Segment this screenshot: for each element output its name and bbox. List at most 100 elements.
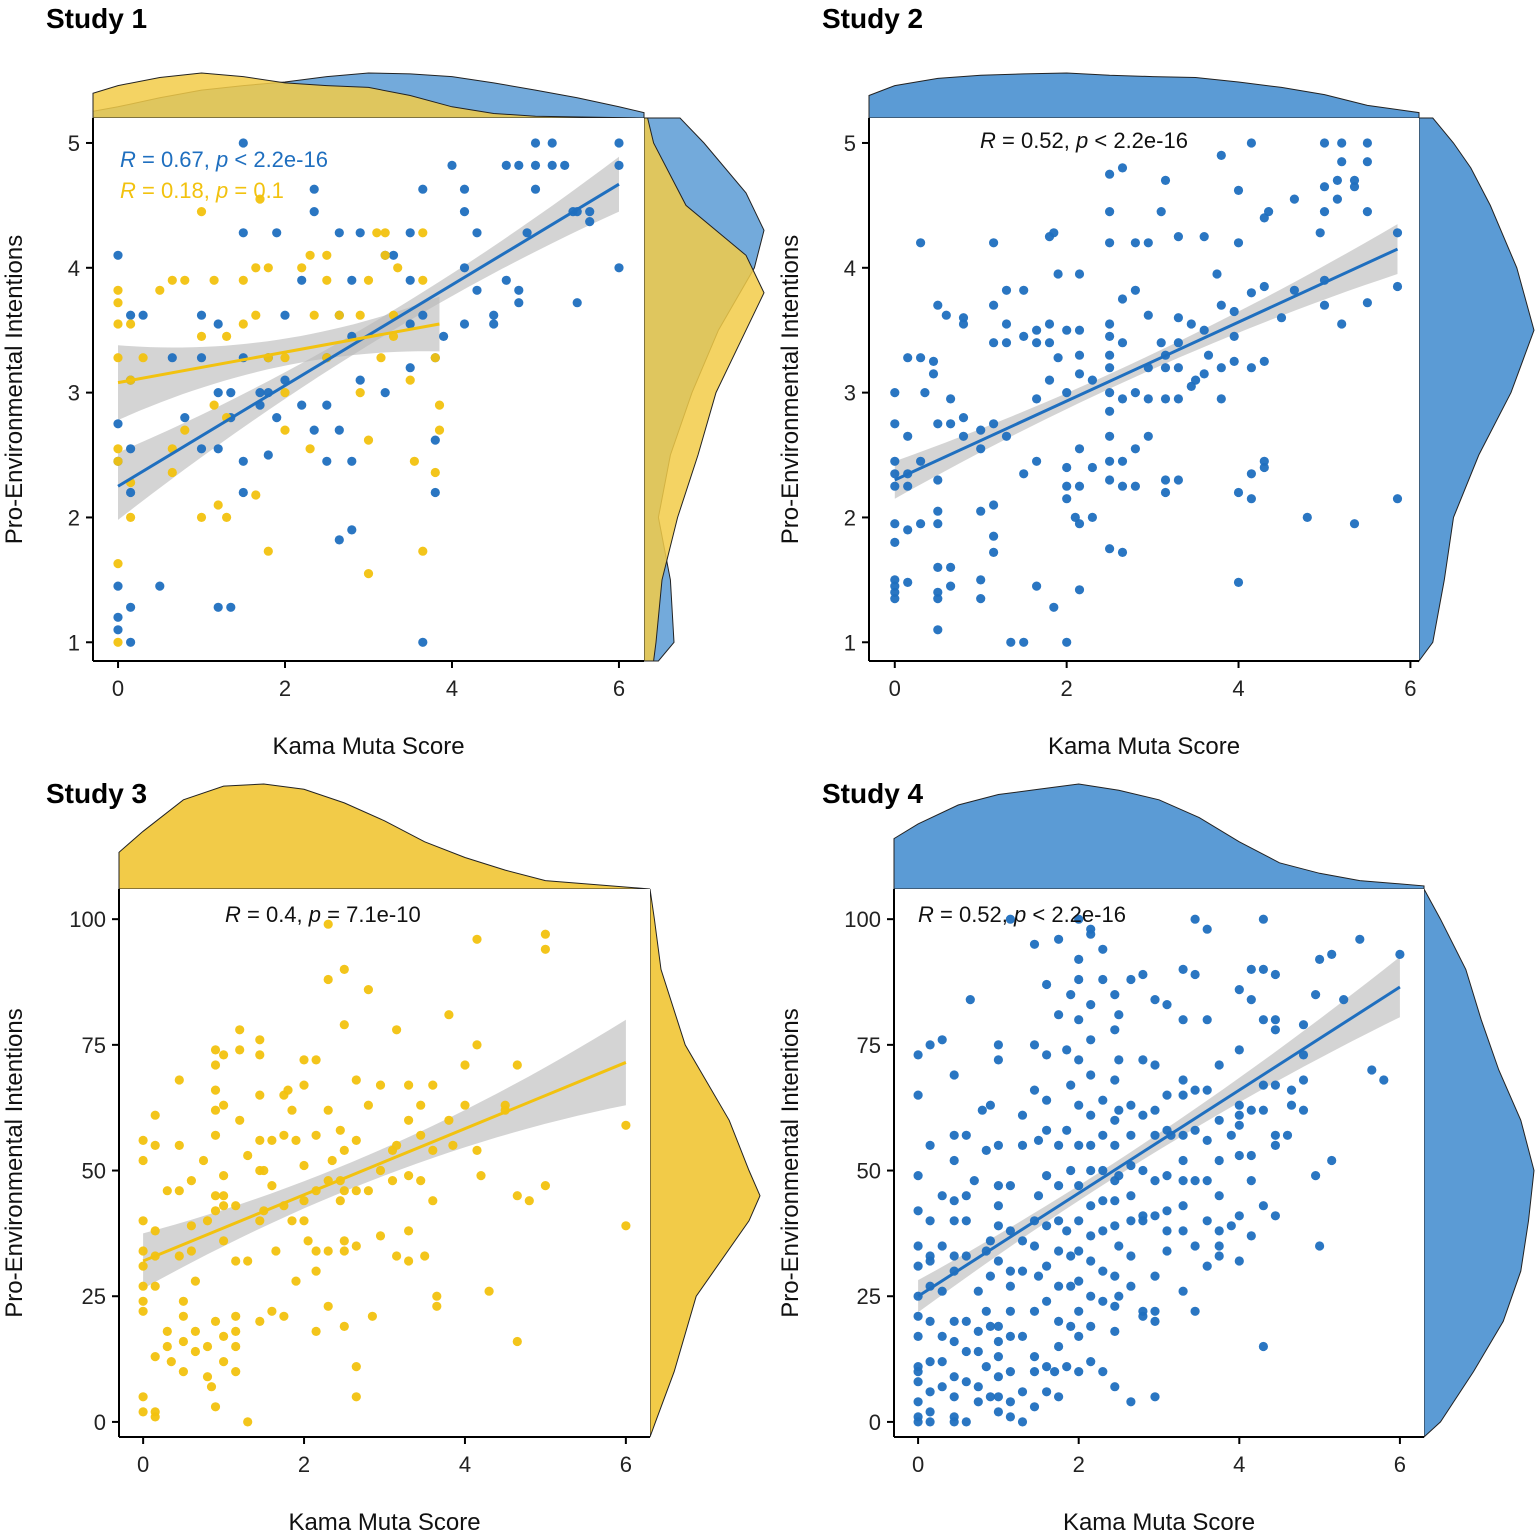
study-4-point-blue xyxy=(1138,1216,1148,1226)
study-2-point-blue xyxy=(946,394,956,404)
study-3-point-yellow xyxy=(367,1311,377,1321)
study-1-ci-band-yellow xyxy=(118,296,440,421)
annotation-value: < 2.2e-16 xyxy=(228,147,328,172)
study-4-point-blue xyxy=(1017,1331,1028,1341)
study-1-point-blue xyxy=(334,228,344,238)
study-1-point-blue xyxy=(167,353,177,363)
study-4-point-blue xyxy=(981,1306,991,1316)
study-4-point-blue xyxy=(993,1407,1004,1417)
study-1-point-blue xyxy=(489,310,499,320)
study-3-point-yellow xyxy=(210,1191,221,1201)
study-4-point-blue xyxy=(1074,974,1084,985)
study-3-point-yellow xyxy=(416,1100,426,1110)
study-4-point-blue xyxy=(1178,1201,1188,1211)
study-2-point-blue xyxy=(1074,444,1085,454)
study-2-point-blue xyxy=(1392,281,1403,292)
study-4-point-blue xyxy=(1126,1191,1136,1201)
study-4-y-tick-label: 25 xyxy=(857,1284,881,1309)
study-1-point-blue xyxy=(113,250,123,260)
study-4-point-blue xyxy=(1110,1382,1120,1392)
study-2-point-blue xyxy=(1173,232,1183,242)
study-1-annotation-blue: R = 0.67, p < 2.2e-16 xyxy=(120,147,328,172)
study-4-point-blue xyxy=(1074,1306,1084,1316)
study-1-point-blue xyxy=(347,275,357,285)
study-4-point-blue xyxy=(1190,969,1200,980)
study-4-point-blue xyxy=(949,1070,959,1080)
panel-title-study-2: Study 2 xyxy=(822,3,923,34)
study-3-point-yellow xyxy=(351,1075,361,1085)
study-4-point-blue xyxy=(1098,1226,1108,1236)
study-4-point-blue xyxy=(1029,1085,1040,1095)
study-3-point-yellow xyxy=(138,1155,148,1166)
study-2-point-blue xyxy=(1349,182,1360,192)
study-2-point-blue xyxy=(1392,228,1403,238)
study-4-point-blue xyxy=(949,1336,959,1347)
study-2-point-blue xyxy=(1001,431,1012,441)
study-2-point-blue xyxy=(916,238,926,248)
study-3-y-tick-label: 0 xyxy=(94,1410,106,1435)
study-4-point-blue xyxy=(1150,1060,1160,1070)
study-4-point-blue xyxy=(1086,1110,1096,1120)
study-4-point-blue xyxy=(1054,1246,1064,1256)
study-2-point-blue xyxy=(1392,494,1403,504)
study-3-point-yellow xyxy=(323,1246,333,1256)
study-3-point-yellow xyxy=(162,1186,172,1196)
study-1-point-blue xyxy=(309,425,319,435)
study-3-point-yellow xyxy=(363,1186,373,1196)
study-2-point-blue xyxy=(1186,319,1196,329)
study-4-point-blue xyxy=(913,1261,923,1271)
study-2-point-blue xyxy=(1216,394,1226,404)
study-2-point-blue xyxy=(1173,313,1183,323)
study-2-point-blue xyxy=(1156,207,1166,217)
study-1-point-blue xyxy=(530,160,541,170)
study-2-point-blue xyxy=(1349,519,1360,529)
study-1-point-yellow xyxy=(255,194,265,204)
study-1-x-tick-label: 6 xyxy=(613,676,625,701)
study-4-point-blue xyxy=(937,1191,947,1201)
study-4-point-blue xyxy=(1086,1035,1096,1045)
study-2-point-blue xyxy=(976,594,986,604)
study-4-point-blue xyxy=(913,1206,923,1216)
study-4-point-blue xyxy=(949,1392,959,1402)
study-1-point-yellow xyxy=(280,388,290,398)
study-3-point-yellow xyxy=(255,1216,265,1226)
study-2-point-blue xyxy=(1315,228,1325,238)
study-3-point-yellow xyxy=(299,1080,309,1090)
study-4-fit-line-blue xyxy=(917,985,1401,1298)
study-1-point-blue xyxy=(572,298,582,308)
study-4-point-blue xyxy=(961,1216,971,1226)
study-4-point-blue xyxy=(1178,964,1188,975)
study-3-point-yellow xyxy=(255,1090,265,1100)
study-1-point-blue xyxy=(196,444,207,454)
study-1-point-blue xyxy=(272,413,282,423)
study-2-point-blue xyxy=(1246,138,1256,148)
study-4-point-blue xyxy=(961,1130,971,1140)
study-3-point-yellow xyxy=(210,1085,221,1095)
study-4-point-blue xyxy=(981,1362,991,1372)
study-4-point-blue xyxy=(1033,1135,1044,1145)
study-1-point-blue xyxy=(514,285,524,295)
study-3-point-yellow xyxy=(540,944,551,954)
study-4-point-blue xyxy=(1214,1191,1224,1201)
study-1-point-blue xyxy=(180,413,190,423)
study-4-point-blue xyxy=(1234,1045,1244,1055)
study-2-point-blue xyxy=(1032,581,1042,591)
study-3-point-yellow xyxy=(206,1382,217,1392)
study-2-point-blue xyxy=(946,419,956,429)
study-3-point-yellow xyxy=(287,1105,297,1115)
study-3-point-yellow xyxy=(392,1025,402,1035)
study-1-point-yellow xyxy=(126,512,136,523)
study-4-point-blue xyxy=(1005,1181,1016,1191)
study-4-point-blue xyxy=(973,1346,983,1357)
study-2-point-blue xyxy=(941,310,951,320)
study-4-point-blue xyxy=(1214,1251,1224,1261)
study-2-point-blue xyxy=(989,547,999,558)
study-4-point-blue xyxy=(1270,1025,1280,1035)
study-1-point-blue xyxy=(501,275,511,285)
study-2-y-tick-label: 2 xyxy=(844,505,856,530)
study-1-point-yellow xyxy=(209,400,219,410)
study-2-ci-band-blue xyxy=(894,224,1398,499)
study-3-point-yellow xyxy=(231,1326,241,1336)
study-3-point-yellow xyxy=(335,1196,345,1206)
